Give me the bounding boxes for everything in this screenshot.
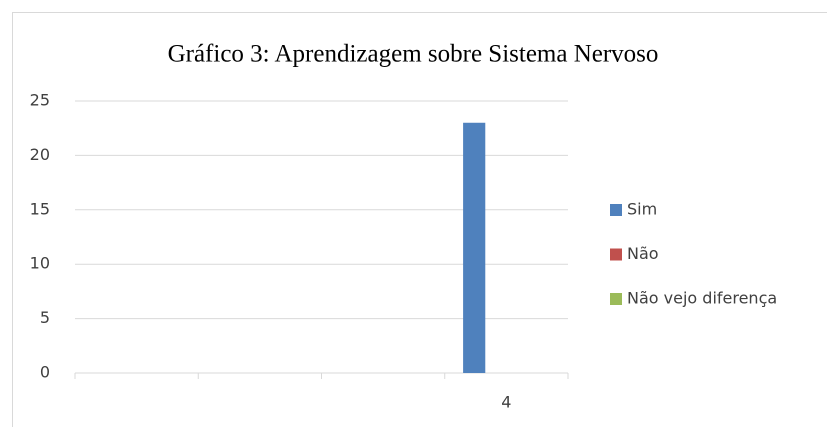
y-tick-label: 10	[30, 254, 50, 273]
y-tick-label: 5	[40, 308, 50, 327]
legend-label: Não vejo diferença	[627, 289, 777, 308]
y-tick-label: 15	[30, 199, 50, 218]
chart-title: Gráfico 3: Aprendizagem sobre Sistema Ne…	[168, 41, 659, 68]
y-tick-label: 25	[30, 91, 50, 110]
chart-border	[12, 12, 827, 427]
legend-swatch	[610, 248, 622, 261]
y-tick-label: 0	[40, 363, 50, 382]
legend-label: Não	[627, 244, 659, 263]
x-tick-label: 4	[501, 393, 511, 412]
legend-swatch	[610, 293, 622, 305]
y-tick-label: 20	[30, 145, 50, 164]
legend-label: Sim	[627, 200, 657, 219]
bar	[463, 122, 486, 373]
legend-swatch	[610, 204, 622, 216]
